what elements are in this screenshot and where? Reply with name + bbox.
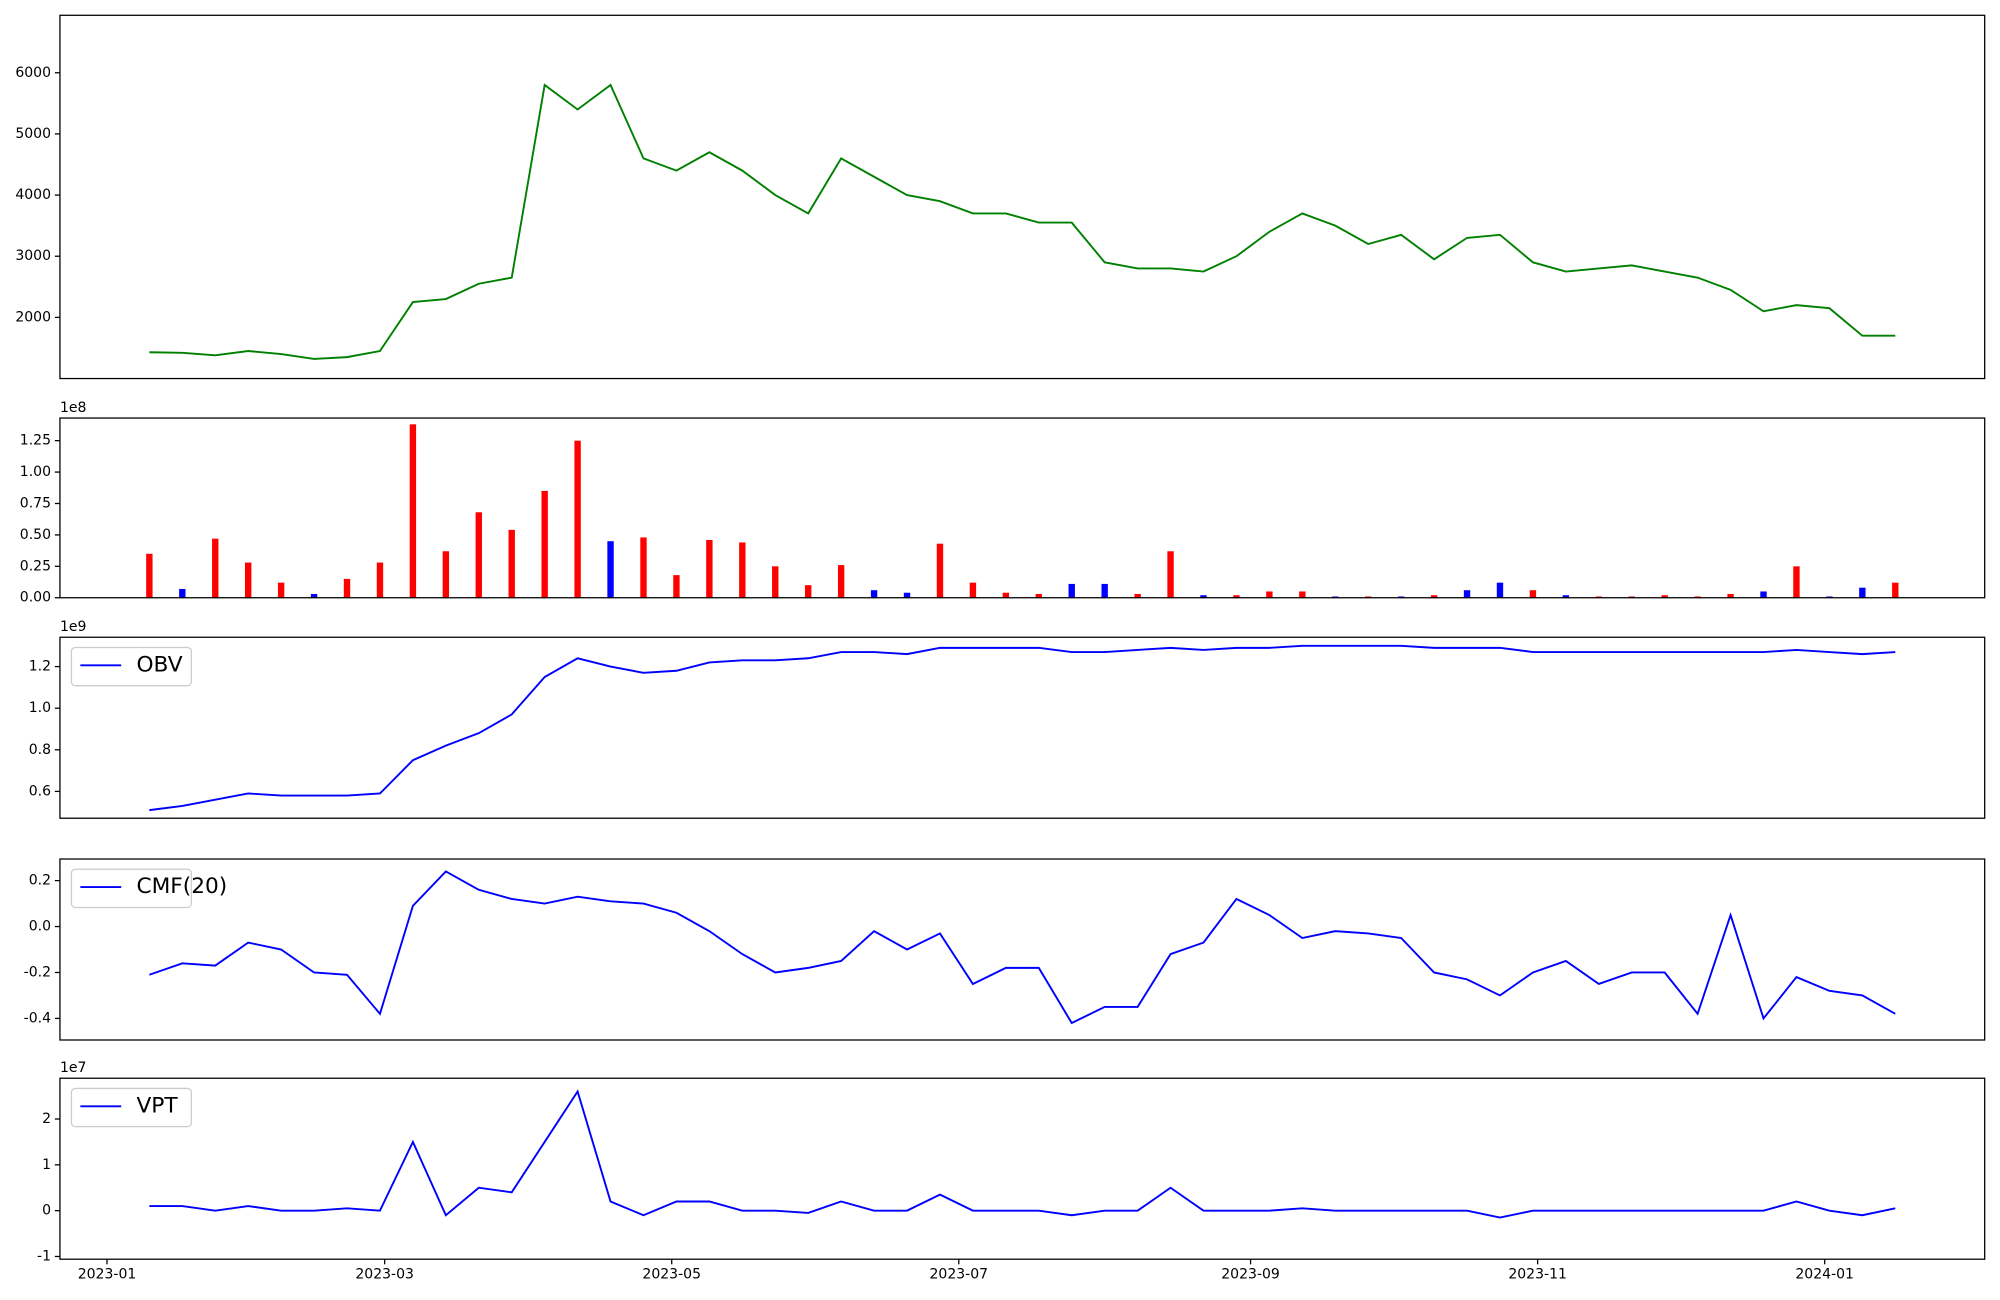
bar [1859, 587, 1866, 598]
y-tick-label: 3000 [15, 248, 51, 264]
bar [1661, 595, 1668, 598]
bar [1727, 593, 1734, 598]
bar [1266, 591, 1273, 598]
bar [936, 543, 944, 598]
bar [1200, 595, 1207, 598]
bar [1035, 593, 1042, 598]
y-tick-label: 5000 [15, 126, 51, 142]
x-tick-label: 2023-11 [1508, 1267, 1567, 1283]
y-tick-label: 1.00 [20, 464, 51, 480]
y-tick-label: 2 [42, 1111, 51, 1127]
bar [706, 539, 713, 598]
y-tick-label: 0.25 [20, 558, 51, 574]
bar [475, 512, 482, 598]
axes-frame [59, 1077, 1986, 1260]
bar [442, 551, 450, 598]
y-tick-label: 0.50 [20, 527, 51, 543]
bar [1793, 566, 1800, 598]
bar [1430, 595, 1438, 598]
bar [1496, 582, 1504, 598]
axis-offset: 1e9 [60, 619, 86, 635]
y-tick-label: 1.2 [29, 659, 51, 675]
y-tick-label: 6000 [15, 65, 51, 81]
bar [244, 562, 252, 598]
bar [673, 575, 680, 598]
y-tick-label: 0.2 [29, 873, 51, 889]
bar [343, 578, 351, 598]
x-tick-label: 2023-05 [642, 1267, 701, 1283]
bar [903, 592, 911, 598]
bar [310, 593, 318, 598]
bar [212, 538, 219, 598]
bar [870, 590, 878, 598]
y-tick-label: 0.8 [29, 742, 51, 758]
axes-frame [59, 14, 1986, 380]
y-tick-label: 4000 [15, 187, 51, 203]
bar [969, 582, 977, 598]
bar [574, 440, 581, 598]
y-tick-label: 0.75 [20, 495, 51, 511]
y-tick-label: 1 [42, 1157, 51, 1173]
bar [146, 553, 153, 598]
y-tick-label: -0.2 [24, 964, 51, 980]
bar [1562, 595, 1570, 598]
x-tick-label: 2024-01 [1795, 1267, 1854, 1283]
bar [1529, 590, 1537, 598]
legend-box [70, 1087, 192, 1128]
legend-label: CMF(20) [136, 874, 227, 899]
axis-offset: 1e7 [60, 1060, 86, 1076]
bar [640, 537, 647, 598]
y-tick-label: 0 [42, 1203, 51, 1219]
legend-label: VPT [136, 1093, 178, 1118]
bar [508, 529, 515, 598]
bar [277, 582, 285, 598]
bar [837, 565, 845, 598]
bar [1002, 592, 1010, 598]
bar [772, 566, 779, 598]
bar [607, 541, 614, 598]
y-tick-label: -0.4 [24, 1010, 51, 1026]
y-tick-label: 0.00 [20, 590, 51, 606]
line [149, 870, 1896, 1025]
bar [1167, 551, 1174, 598]
legend-label: OBV [136, 652, 182, 677]
y-tick-label: 0.0 [29, 919, 51, 935]
x-tick-label: 2023-09 [1221, 1267, 1280, 1283]
bar [179, 588, 186, 598]
axes-frame [59, 636, 1986, 819]
axes-frame [59, 417, 1986, 599]
bar [1760, 591, 1767, 598]
bar [376, 562, 384, 598]
bar [1101, 583, 1108, 598]
y-tick-label: 1.25 [20, 433, 51, 449]
x-tick-label: 2023-03 [355, 1267, 414, 1283]
y-tick-label: 1.0 [29, 700, 51, 716]
bar [1892, 582, 1899, 598]
x-tick-label: 2023-01 [78, 1267, 137, 1283]
bar [1068, 583, 1075, 598]
bar [1233, 595, 1240, 598]
bar [1134, 593, 1141, 598]
bar [805, 585, 812, 598]
y-tick-label: 2000 [15, 309, 51, 325]
bar [541, 490, 548, 598]
y-tick-label: 0.6 [29, 783, 51, 799]
line [149, 644, 1896, 812]
y-tick-label: -1 [37, 1248, 51, 1264]
bar [1299, 591, 1306, 598]
legend-box [70, 868, 192, 909]
x-tick-label: 2023-07 [929, 1267, 988, 1283]
bar [739, 542, 746, 598]
bar [409, 424, 417, 598]
line [149, 1089, 1896, 1219]
legend-box [70, 646, 192, 687]
axes-frame [59, 858, 1986, 1041]
bar [1463, 590, 1471, 598]
line [149, 83, 1896, 360]
axis-offset: 1e8 [60, 400, 86, 416]
